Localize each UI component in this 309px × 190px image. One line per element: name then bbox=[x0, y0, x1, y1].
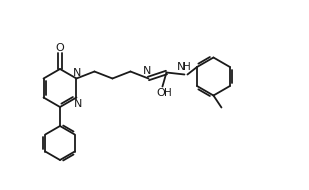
Text: O: O bbox=[56, 43, 64, 53]
Text: H: H bbox=[183, 63, 190, 73]
Text: N: N bbox=[74, 98, 83, 108]
Text: N: N bbox=[73, 67, 82, 78]
Text: O: O bbox=[156, 88, 165, 97]
Text: H: H bbox=[163, 88, 171, 97]
Text: N: N bbox=[143, 66, 152, 77]
Text: N: N bbox=[177, 63, 186, 73]
